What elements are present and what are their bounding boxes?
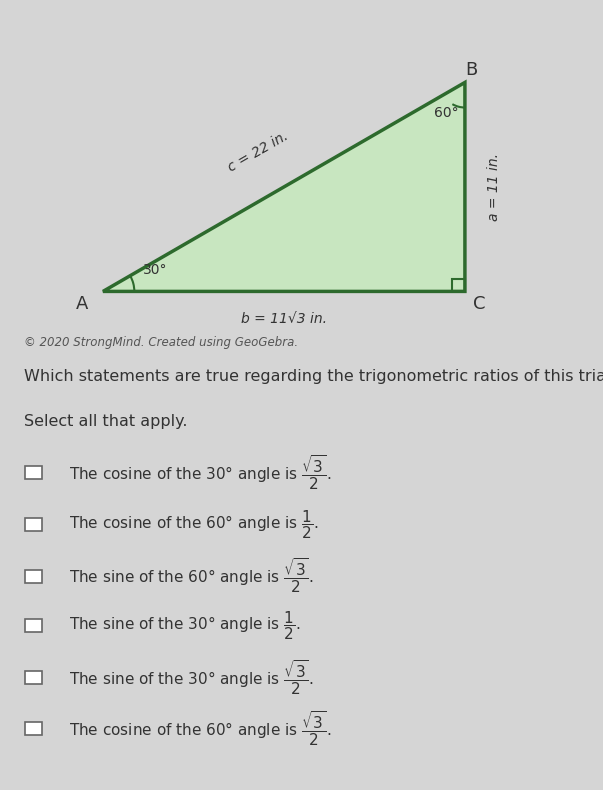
Text: The cosine of the 30° angle is $\dfrac{\sqrt{3}}{2}$.: The cosine of the 30° angle is $\dfrac{\… (69, 453, 332, 492)
Text: 30°: 30° (143, 263, 167, 276)
Text: The cosine of the 60° angle is $\dfrac{\sqrt{3}}{2}$.: The cosine of the 60° angle is $\dfrac{\… (69, 709, 332, 748)
Text: Select all that apply.: Select all that apply. (24, 414, 188, 429)
Bar (25, 466, 42, 480)
Text: C: C (473, 295, 485, 313)
Bar (25, 570, 42, 583)
Polygon shape (103, 82, 465, 292)
Text: c = 22 in.: c = 22 in. (225, 129, 290, 175)
Text: Which statements are true regarding the trigonometric ratios of this triangle?: Which statements are true regarding the … (24, 369, 603, 384)
Text: 60°: 60° (434, 106, 459, 120)
Text: The sine of the 60° angle is $\dfrac{\sqrt{3}}{2}$.: The sine of the 60° angle is $\dfrac{\sq… (69, 557, 314, 596)
Text: b = 11√3 in.: b = 11√3 in. (241, 312, 327, 326)
Text: B: B (465, 61, 478, 79)
Text: A: A (76, 295, 88, 313)
Text: The cosine of the 60° angle is $\dfrac{1}{2}$.: The cosine of the 60° angle is $\dfrac{1… (69, 508, 319, 541)
Text: © 2020 StrongMind. Created using GeoGebra.: © 2020 StrongMind. Created using GeoGebr… (24, 337, 298, 349)
Bar (25, 722, 42, 735)
Text: The sine of the 30° angle is $\dfrac{\sqrt{3}}{2}$.: The sine of the 30° angle is $\dfrac{\sq… (69, 658, 314, 697)
Bar (25, 671, 42, 684)
Text: The sine of the 30° angle is $\dfrac{1}{2}$.: The sine of the 30° angle is $\dfrac{1}{… (69, 609, 301, 641)
Bar (25, 517, 42, 531)
Bar (25, 619, 42, 632)
Text: a = 11 in.: a = 11 in. (487, 153, 500, 221)
